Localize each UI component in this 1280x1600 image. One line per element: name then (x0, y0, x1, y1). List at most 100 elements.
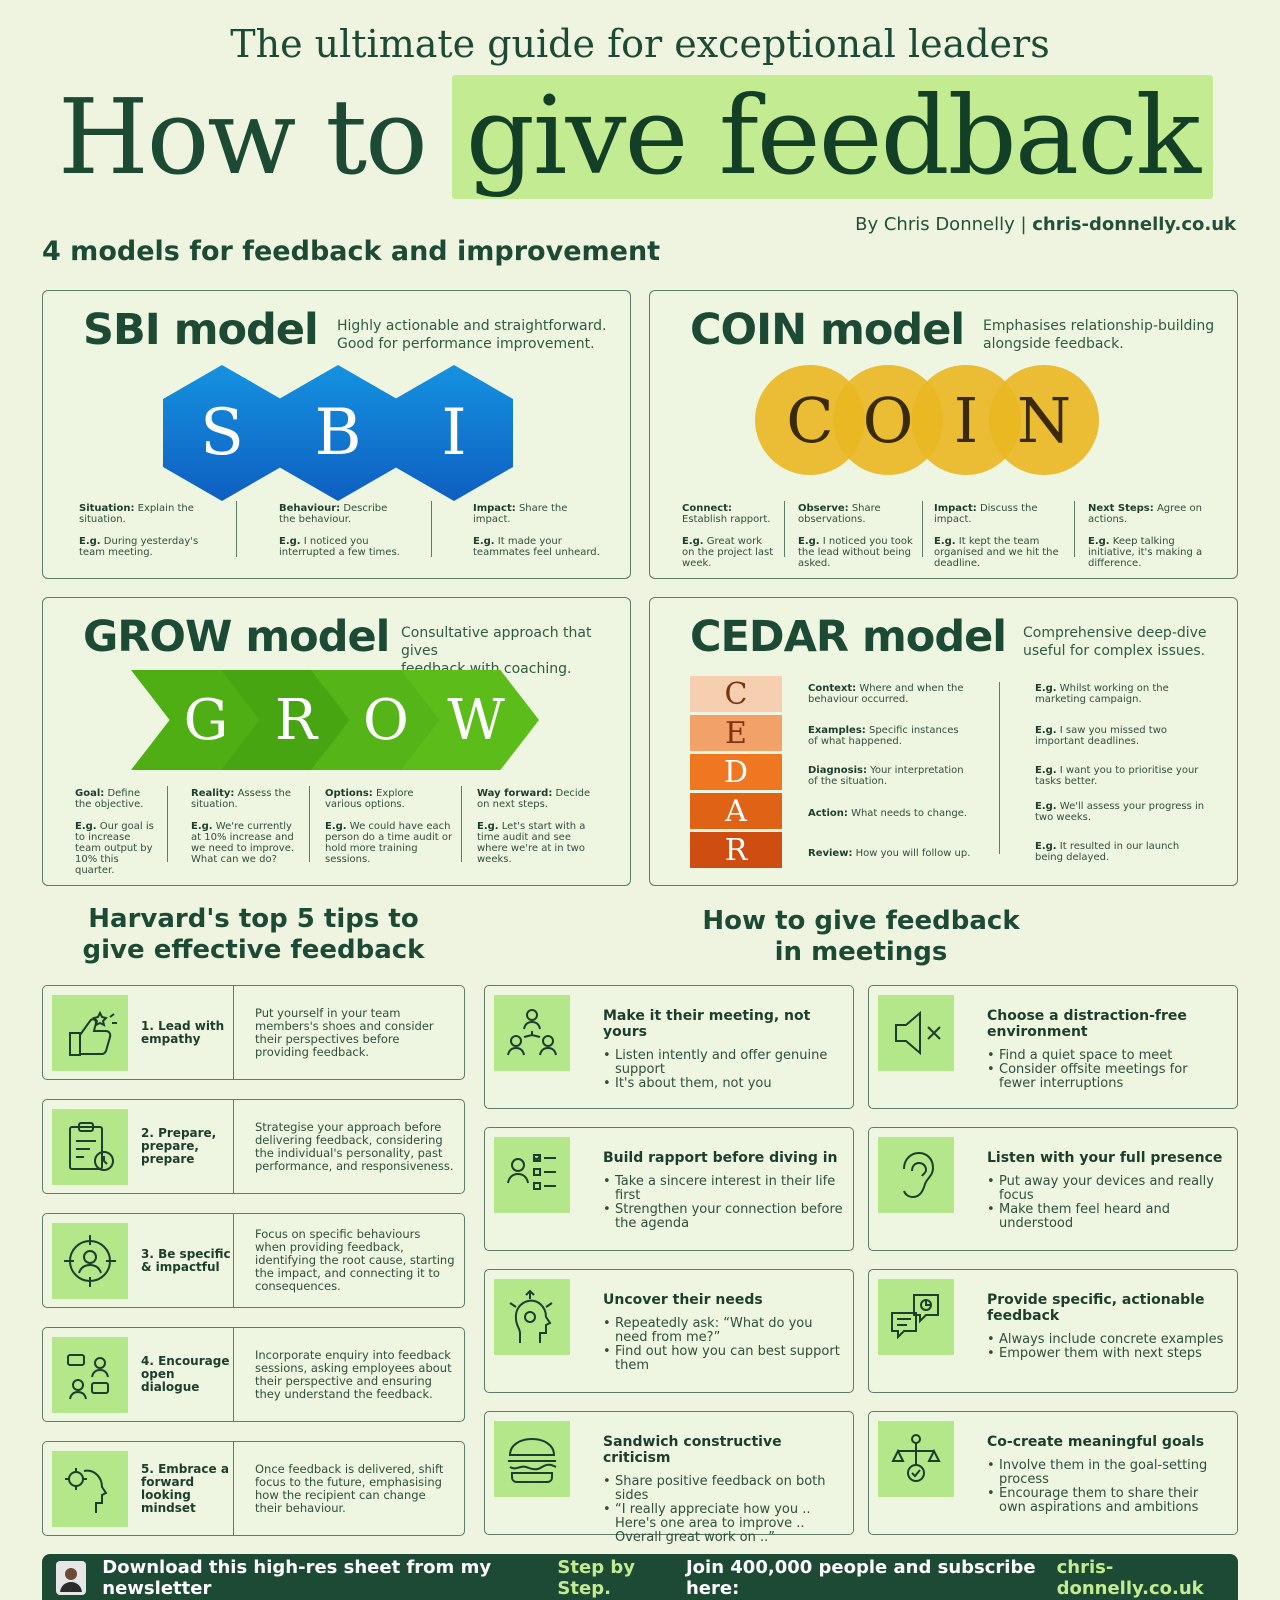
coin-col-next-steps: Next Steps: Agree on actions. E.g. Keep … (1088, 503, 1203, 569)
meeting-tip-heading: Sandwich constructive criticism (603, 1434, 782, 1466)
coin-model-card: COIN model Emphasises relationship-build… (649, 290, 1238, 579)
title-plain: How to (58, 76, 428, 198)
sbi-col-impact: Impact: Share the impact. E.g. It made y… (473, 503, 600, 558)
mute-speaker-icon (878, 995, 954, 1071)
page-subtitle: The ultimate guide for exceptional leade… (230, 22, 1050, 66)
meeting-tip-content: Build rapport before diving in Take a si… (603, 1150, 843, 1231)
page-title: How to give feedback (58, 72, 1214, 202)
tip-card: 2. Prepare, prepare, prepare Strategise … (42, 1099, 465, 1194)
people-network-icon (494, 995, 570, 1071)
meeting-tip-content: Provide specific, actionable feedback Al… (987, 1292, 1227, 1361)
meeting-tip-card: Make it their meeting, not yours Listen … (484, 985, 854, 1109)
person-checklist-icon (494, 1137, 570, 1213)
meeting-tip-card: Listen with your full presence Put away … (868, 1127, 1238, 1251)
sbi-divider (431, 501, 432, 557)
tip-label: 3. Be specific & impactful (141, 1246, 231, 1274)
meeting-tip-heading: Co-create meaningful goals (987, 1434, 1205, 1450)
meeting-tip-content: Choose a distraction-free environment Fi… (987, 1008, 1227, 1091)
tip-card: 3. Be specific & impactful Focus on spec… (42, 1213, 465, 1308)
cedar-row-context: Context: Where and when the behaviour oc… (808, 683, 964, 705)
coin-divider (784, 501, 785, 557)
cedar-example-action: E.g. We'll assess your progress in two w… (1035, 801, 1205, 823)
bullet: Involve them in the goal-setting process (987, 1459, 1227, 1487)
meeting-tip-content: Uncover their needs Repeatedly ask: “Wha… (603, 1292, 843, 1373)
coin-divider (1074, 501, 1075, 557)
grow-divider (167, 786, 168, 862)
meeting-tip-card: Choose a distraction-free environment Fi… (868, 985, 1238, 1109)
bullet: Put away your devices and really focus (987, 1175, 1227, 1203)
tip-divider (233, 1214, 234, 1307)
sbi-hex-b: B (279, 365, 397, 501)
tip-divider (233, 1442, 234, 1535)
meetings-heading: How to give feedback in meetings (702, 906, 1020, 967)
tip-label: 5. Embrace a forward looking mindset (141, 1461, 229, 1515)
grow-model-card: GROW model Consultative approach that gi… (42, 597, 631, 886)
bullet: Strengthen your connection before the ag… (603, 1203, 843, 1231)
cedar-row-diagnosis: Diagnosis: Your interpretation of the si… (808, 765, 964, 787)
coin-col-connect: Connect: Establish rapport. E.g. Great w… (682, 503, 774, 569)
avatar (56, 1561, 87, 1595)
meeting-tip-heading: Choose a distraction-free environment (987, 1008, 1187, 1040)
coin-col-impact: Impact: Discuss the impact. E.g. It kept… (934, 503, 1059, 569)
dialogue-icon (52, 1337, 128, 1413)
byline: By Chris Donnelly | chris-donnelly.co.uk (855, 214, 1236, 235)
tip-card: 5. Embrace a forward looking mindset Onc… (42, 1441, 465, 1536)
head-arrows-icon (494, 1279, 570, 1355)
sbi-description: Highly actionable and straightforward. Go… (337, 318, 607, 352)
cedar-title: CEDAR model (690, 612, 1007, 662)
coin-circles: C O I N (755, 365, 1115, 485)
bullet: Encourage them to share their own aspira… (987, 1487, 1227, 1515)
byline-author: By Chris Donnelly | (855, 214, 1027, 235)
cedar-example-review: E.g. It resulted in our launch being del… (1035, 841, 1180, 863)
bullet: Always include concrete examples (987, 1333, 1227, 1348)
meeting-tip-content: Co-create meaningful goals Involve them … (987, 1434, 1227, 1515)
sbi-hexagons: S B I (163, 365, 513, 505)
cedar-model-card: CEDAR model Comprehensive deep-dive usefu… (649, 597, 1238, 886)
bullet: Share positive feedback on both sides (603, 1475, 843, 1503)
cedar-bar-c: C (690, 676, 782, 712)
subscribe-link[interactable]: chris-donnelly.co.uk (1056, 1557, 1204, 1599)
meeting-tip-card: Co-create meaningful goals Involve them … (868, 1411, 1238, 1535)
tip-card: 4. Encourage open dialogue Incorporate e… (42, 1327, 465, 1422)
tip-label: 4. Encourage open dialogue (141, 1354, 230, 1394)
sbi-model-card: SBI model Highly actionable and straight… (42, 290, 631, 579)
cedar-row-review: Review: How you will follow up. (808, 848, 971, 859)
meeting-tip-heading: Provide specific, actionable feedback (987, 1292, 1205, 1324)
footer-text: Join 400,000 people and subscribe here: (685, 1557, 1036, 1599)
grow-col-goal: Goal: Define the objective. E.g. Our goa… (75, 788, 154, 876)
meeting-tip-content: Listen with your full presence Put away … (987, 1150, 1227, 1231)
bullet: Find out how you can best support them (603, 1345, 843, 1373)
section-title: 4 models for feedback and improvement (42, 236, 661, 267)
tip-divider (233, 986, 234, 1079)
coin-title: COIN model (690, 305, 965, 355)
tip-text: Focus on specific behaviours when provid… (255, 1227, 455, 1293)
grow-arrows: G R O W (131, 670, 551, 770)
meeting-tip-card: Build rapport before diving in Take a si… (484, 1127, 854, 1251)
tip-text: Strategise your approach before deliveri… (255, 1119, 454, 1173)
bullet: Take a sincere interest in their life fi… (603, 1175, 843, 1203)
cedar-bar-a: A (690, 793, 782, 829)
cedar-description: Comprehensive deep-dive useful for comple… (1023, 625, 1207, 659)
chat-chart-icon (878, 1279, 954, 1355)
bullet: Find a quiet space to meet (987, 1049, 1227, 1064)
cedar-bar-d: D (690, 754, 782, 790)
tip-card: 1. Lead with empathy Put yourself in you… (42, 985, 465, 1080)
tip-text: Put yourself in your team members's shoe… (255, 1005, 434, 1059)
meeting-tip-heading: Listen with your full presence (987, 1150, 1223, 1166)
cedar-example-diagnosis: E.g. I want you to prioritise your tasks… (1035, 765, 1199, 787)
bullet: Listen intently and offer genuine suppor… (603, 1049, 843, 1077)
grow-description: Consultative approach that gives feedback… (401, 625, 592, 677)
clipboard-clock-icon (52, 1109, 128, 1185)
newsletter-link[interactable]: Step by Step. (557, 1557, 635, 1599)
sbi-col-behaviour: Behaviour: Describe the behaviour. E.g. … (279, 503, 400, 558)
byline-site-link[interactable]: chris-donnelly.co.uk (1032, 214, 1236, 235)
cedar-bar-r: R (690, 832, 782, 868)
cedar-row-examples: Examples: Specific instances of what hap… (808, 725, 959, 747)
goal-balance-icon (878, 1421, 954, 1497)
grow-col-reality: Reality: Assess the situation. E.g. We'r… (191, 788, 295, 865)
meeting-tip-content: Sandwich constructive criticism Share po… (603, 1434, 843, 1545)
cedar-example-examples: E.g. I saw you missed two important dead… (1035, 725, 1167, 747)
coin-divider (922, 501, 923, 557)
grow-col-way-forward: Way forward: Decide on next steps. E.g. … (477, 788, 591, 865)
tip-text: Incorporate enquiry into feedback sessio… (255, 1347, 452, 1401)
